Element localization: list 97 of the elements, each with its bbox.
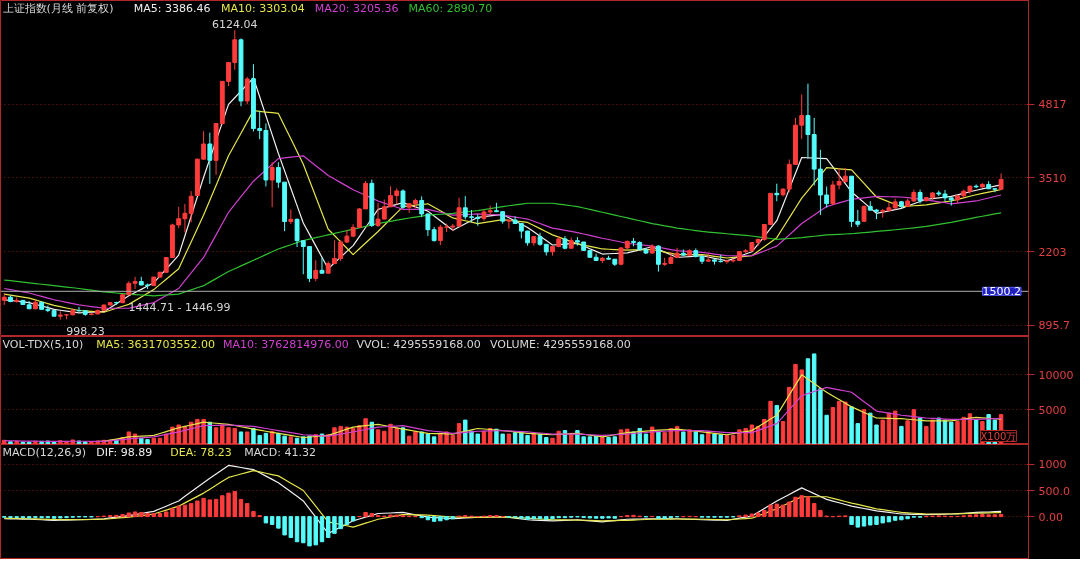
- y-tick-label: 1000: [1038, 458, 1067, 472]
- bar: [425, 516, 431, 521]
- chart-title: 上证指数(月线 前复权): [2, 1, 114, 15]
- text: MA60: 2890.70: [408, 1, 493, 15]
- candlestick: [313, 259, 319, 282]
- candlestick: [188, 190, 194, 223]
- bar: [263, 432, 269, 444]
- candlestick: [824, 185, 830, 209]
- bar: [419, 431, 424, 444]
- bar: [213, 498, 219, 518]
- bar: [537, 516, 543, 520]
- bar: [836, 400, 842, 444]
- text: MA5: 3631703552.00: [96, 337, 215, 351]
- candlestick: [655, 244, 661, 273]
- bar: [749, 513, 755, 518]
- bar: [245, 431, 250, 444]
- bar: [132, 511, 138, 518]
- bar: [973, 419, 979, 444]
- bar: [899, 425, 904, 444]
- bar: [805, 496, 811, 518]
- y-tick-label: 0.00: [1038, 510, 1063, 524]
- bar: [830, 407, 836, 444]
- ref-line-label: 1500.2: [982, 285, 1021, 299]
- bar: [643, 433, 649, 444]
- bar: [350, 516, 356, 522]
- candlestick: [207, 132, 213, 185]
- bar: [724, 434, 730, 444]
- y-tick-label: 4817: [1038, 98, 1067, 112]
- bar: [699, 434, 705, 444]
- bar: [656, 430, 661, 444]
- y-axis-title: X100万: [980, 430, 1017, 442]
- text: MA10: 3762814976.00: [223, 337, 349, 351]
- bar: [8, 441, 13, 444]
- candlestick: [132, 276, 138, 290]
- y-tick-label: 10000: [1038, 368, 1074, 382]
- candlestick: [506, 219, 512, 230]
- text: DIF: 98.89: [96, 445, 153, 459]
- bar: [886, 516, 892, 523]
- bar: [431, 516, 437, 522]
- y-tick-label: 895.7: [1038, 319, 1070, 333]
- chart-title: VOL-TDX(5,10): [2, 337, 84, 351]
- line-series: [3, 470, 1002, 528]
- bar: [936, 417, 941, 444]
- bar: [780, 504, 786, 518]
- series-label: DEA: 78.23: [170, 445, 232, 459]
- candlestick: [674, 247, 680, 259]
- text: MA5: 3386.46: [133, 1, 211, 15]
- bar: [319, 516, 325, 543]
- bar: [755, 512, 761, 518]
- candlestick: [830, 180, 836, 206]
- annotation: 6124.04: [212, 18, 258, 32]
- bar: [600, 437, 605, 444]
- bar: [344, 516, 350, 525]
- bar: [861, 516, 867, 527]
- annotation: 998.23: [66, 324, 105, 338]
- bar: [693, 431, 699, 444]
- annotation: 1444.71 - 1446.99: [128, 301, 231, 315]
- y-tick-label: 3510: [1038, 171, 1067, 185]
- bar: [213, 427, 219, 444]
- bar: [687, 429, 692, 444]
- y-tick-label: 5000: [1038, 403, 1067, 417]
- bar: [780, 421, 786, 444]
- bar: [587, 436, 593, 444]
- text: MA20: 3205.36: [314, 1, 399, 15]
- bar: [269, 430, 275, 444]
- candlestick: [319, 256, 325, 275]
- candlestick: [400, 188, 406, 210]
- bar: [26, 441, 32, 444]
- bar: [375, 429, 381, 444]
- annotation: VVOL: 4295559168.00: [356, 337, 481, 351]
- bar: [843, 401, 848, 444]
- bar: [544, 437, 549, 444]
- bar: [431, 436, 437, 444]
- annotation: VOLUME: 4295559168.00: [489, 337, 631, 351]
- bar: [531, 433, 537, 444]
- bar: [506, 433, 512, 444]
- candlestick: [244, 76, 250, 105]
- candlestick: [269, 161, 275, 208]
- chart-title: MACD(12,26,9): [2, 445, 87, 459]
- annotation: MACD: 41.32: [244, 445, 316, 459]
- bar: [294, 516, 300, 543]
- text: MA10: 3303.04: [221, 1, 305, 15]
- bar: [662, 432, 667, 444]
- bar: [182, 504, 188, 518]
- y-tick-label: 2203: [1038, 245, 1067, 259]
- bar: [892, 410, 898, 444]
- bar: [880, 419, 885, 444]
- y-tick-label: 500.0: [1038, 484, 1070, 498]
- bar: [949, 421, 954, 444]
- bar: [998, 513, 1004, 518]
- bar: [238, 431, 244, 444]
- bar: [681, 431, 686, 444]
- bar: [263, 516, 269, 524]
- bar: [151, 437, 156, 444]
- bar: [288, 436, 294, 444]
- bar: [157, 513, 163, 518]
- bar: [238, 498, 244, 518]
